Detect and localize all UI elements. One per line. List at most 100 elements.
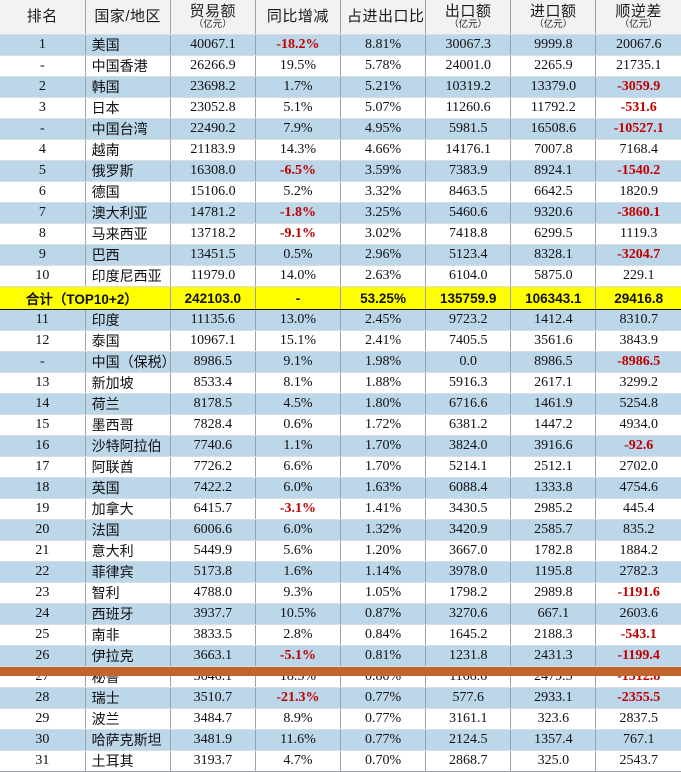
table-row[interactable]: 25 南非 3833.5 2.8% 0.84% 1645.2 2188.3 -543.1 (0, 624, 681, 646)
table-row[interactable]: 12 泰国 10967.1 15.1% 2.41% 7405.5 3561.6 3843.9 (0, 330, 681, 352)
cell-share-value: 1.05% (340, 582, 427, 604)
cell-country: 南非 (85, 624, 171, 646)
table-row[interactable]: 11 印度 11135.6 13.0% 2.45% 9723.2 1412.4 8310.7 (0, 309, 681, 331)
cell-trade-value: 11135.6 (170, 309, 256, 331)
cell-share-value: 5.21% (340, 76, 427, 98)
cell-export-value: 24001.0 (425, 55, 512, 77)
column-header-share[interactable]: 占进出口比 (340, 0, 427, 35)
table-row[interactable]: 8 马来西亚 13718.2 -9.1% 3.02% 7418.8 6299.5 1119.3 (0, 223, 681, 245)
table-row[interactable]: 30 哈萨克斯坦 3481.9 11.6% 0.77% 2124.5 1357.4 767.1 (0, 729, 681, 751)
cell-rank: 28 (0, 687, 86, 709)
cell-yoy-value: 6.0% (255, 477, 342, 499)
table-row[interactable]: 28 瑞士 3510.7 -21.3% 0.77% 577.6 2933.1 -2355.5 (0, 687, 681, 709)
cell-rank: 29 (0, 708, 86, 730)
table-row[interactable]: 21 意大利 5449.9 5.6% 1.20% 3667.0 1782.8 1884.2 (0, 540, 681, 562)
cell-rank: 16 (0, 435, 86, 457)
cell-trade-value: 13718.2 (170, 223, 256, 245)
cell-yoy-value: 1.6% (255, 561, 342, 583)
cell-yoy-value: 14.0% (255, 265, 342, 287)
cell-balance-value: 1119.3 (595, 223, 681, 245)
table-row[interactable]: - 中国（保税） 8986.5 9.1% 1.98% 0.0 8986.5 -8986.5 (0, 351, 681, 373)
column-header-balance[interactable]: 顺逆差 （亿元） (595, 0, 681, 35)
cell-import-value: 323.6 (510, 708, 597, 730)
column-header-country-title: 国家/地区 (94, 8, 162, 26)
cell-balance-value: 2782.3 (595, 561, 681, 583)
column-header-yoy[interactable]: 同比增减 (255, 0, 342, 35)
total-row[interactable]: 合计（TOP10+2） 242103.0-53.25% 135759.9 106343… (0, 286, 681, 310)
table-body: 1 美国 40067.1 -18.2% 8.81% 30067.3 9999.8 20067.… (0, 34, 681, 772)
cell-import-value: 2989.8 (510, 582, 597, 604)
column-header-import[interactable]: 进口额 （亿元） (510, 0, 597, 35)
table-row[interactable]: - 中国台湾 22490.2 7.9% 4.95% 5981.5 16508.6 -10527… (0, 118, 681, 140)
cell-export-value: 5123.4 (425, 244, 512, 266)
table-row[interactable]: 29 波兰 3484.7 8.9% 0.77% 3161.1 323.6 2837.5 (0, 708, 681, 730)
cell-yoy-value-negative: -9.1% (279, 226, 317, 241)
cell-yoy-value-negative: -1.8% (279, 205, 317, 220)
cell-import-value: 8328.1 (510, 244, 597, 266)
table-row[interactable]: 18 英国 7422.2 6.0% 1.63% 6088.4 1333.8 4754.6 (0, 477, 681, 499)
table-row[interactable]: 5 俄罗斯 16308.0 -6.5% 3.59% 7383.9 8924.1 -1540.2 (0, 160, 681, 182)
table-row[interactable]: 19 加拿大 6415.7 -3.1% 1.41% 3430.5 2985.2 445.4 (0, 498, 681, 520)
cell-yoy-value: 4.5% (255, 393, 342, 415)
cell-yoy-value: 9.3% (255, 582, 342, 604)
table-row[interactable]: 23 智利 4788.0 9.3% 1.05% 1798.2 2989.8 -1191.6 (0, 582, 681, 604)
table-row[interactable]: 6 德国 15106.0 5.2% 3.32% 8463.5 6642.5 1820.9 (0, 181, 681, 203)
table-row[interactable]: - 中国香港 26266.9 19.5% 5.78% 24001.0 2265.9 21735… (0, 55, 681, 77)
cell-export-value: 577.6 (425, 687, 512, 709)
cell-import-value: 2985.2 (510, 498, 597, 520)
table-row[interactable]: 3 日本 23052.8 5.1% 5.07% 11260.6 11792.2 -531.6 (0, 97, 681, 119)
table-row[interactable]: 10 印度尼西亚 11979.0 14.0% 2.63% 6104.0 5875.0 229.… (0, 265, 681, 287)
cell-rank: 15 (0, 414, 86, 436)
cell-rank: 2 (0, 76, 86, 98)
cell-export-value: 5460.6 (425, 202, 512, 224)
cell-rank: - (0, 55, 86, 77)
table-row[interactable]: 9 巴西 13451.5 0.5% 2.96% 5123.4 8328.1 -3204.7 (0, 244, 681, 266)
table-row[interactable]: 20 法国 6006.6 6.0% 1.32% 3420.9 2585.7 835.2 (0, 519, 681, 541)
cell-yoy-value: 13.0% (255, 309, 342, 331)
table-row[interactable]: 16 沙特阿拉伯 7740.6 1.1% 1.70% 3824.0 3916.6 -92.6 (0, 435, 681, 457)
table-row[interactable]: 2 韩国 23698.2 1.7% 5.21% 10319.2 13379.0 -3059.9 (0, 76, 681, 98)
table-row[interactable]: 26 伊拉克 3663.1 -5.1% 0.81% 1231.8 2431.3 -1199.4 (0, 645, 681, 667)
cell-country: 俄罗斯 (85, 160, 171, 182)
table-row[interactable]: 7 澳大利亚 14781.2 -1.8% 3.25% 5460.6 9320.6 -3860.… (0, 202, 681, 224)
table-row[interactable]: 15 墨西哥 7828.4 0.6% 1.72% 6381.2 1447.2 4934.0 (0, 414, 681, 436)
column-header-rank[interactable]: 排名 (0, 0, 86, 35)
cell-trade-value: 21183.9 (170, 139, 256, 161)
table-row[interactable]: 17 阿联酋 7726.2 6.6% 1.70% 5214.1 2512.1 2702.0 (0, 456, 681, 478)
cell-rank: 14 (0, 393, 86, 415)
table-row[interactable]: 4 越南 21183.9 14.3% 4.66% 14176.1 7007.8 7168.4 (0, 139, 681, 161)
cell-export-value: 2868.7 (425, 750, 512, 772)
cell-balance-value: 7168.4 (595, 139, 681, 161)
column-header-trade[interactable]: 贸易额 （亿元） (170, 0, 256, 35)
cell-yoy-value: 7.9% (255, 118, 342, 140)
cell-yoy-value: 2.8% (255, 624, 342, 646)
cell-share-value: 0.81% (340, 645, 427, 667)
cell-export-value: 6104.0 (425, 265, 512, 287)
table-row[interactable]: 13 新加坡 8533.4 8.1% 1.88% 5916.3 2617.1 3299.2 (0, 372, 681, 394)
cell-country: 加拿大 (85, 498, 171, 520)
cell-balance-value: 8310.7 (595, 309, 681, 331)
column-header-export[interactable]: 出口额 （亿元） (425, 0, 512, 35)
table-row[interactable]: 1 美国 40067.1 -18.2% 8.81% 30067.3 9999.8 20067.… (0, 34, 681, 56)
cell-balance-value-negative: -8986.5 (617, 354, 661, 369)
cell-balance-value: 4754.6 (595, 477, 681, 499)
cell-rank: 23 (0, 582, 86, 604)
column-header-country[interactable]: 国家/地区 (85, 0, 171, 35)
cell-yoy-value: 8.1% (255, 372, 342, 394)
cell-trade-value: 14781.2 (170, 202, 256, 224)
cell-balance-value-negative: -92.6 (624, 438, 654, 453)
cell-import-value: 7007.8 (510, 139, 597, 161)
table-row[interactable]: 24 西班牙 3937.7 10.5% 0.87% 3270.6 667.1 2603.6 (0, 603, 681, 625)
cell-share-value: 0.84% (340, 624, 427, 646)
cell-balance-value: 3299.2 (595, 372, 681, 394)
table-row[interactable]: 14 荷兰 8178.5 4.5% 1.80% 6716.6 1461.9 5254.8 (0, 393, 681, 415)
cell-balance-value: -1191.6 (595, 582, 681, 604)
table-row[interactable]: 22 菲律宾 5173.8 1.6% 1.14% 3978.0 1195.8 2782.3 (0, 561, 681, 583)
cell-export-value: 3420.9 (425, 519, 512, 541)
cell-country: 法国 (85, 519, 171, 541)
cell-share-value: 1.70% (340, 435, 427, 457)
table-row[interactable]: 31 土耳其 3193.7 4.7% 0.70% 2868.7 325.0 2543.7 (0, 750, 681, 772)
cell-export-value: 7405.5 (425, 330, 512, 352)
cell-country: 印度尼西亚 (85, 265, 171, 287)
cell-import-value: 6299.5 (510, 223, 597, 245)
